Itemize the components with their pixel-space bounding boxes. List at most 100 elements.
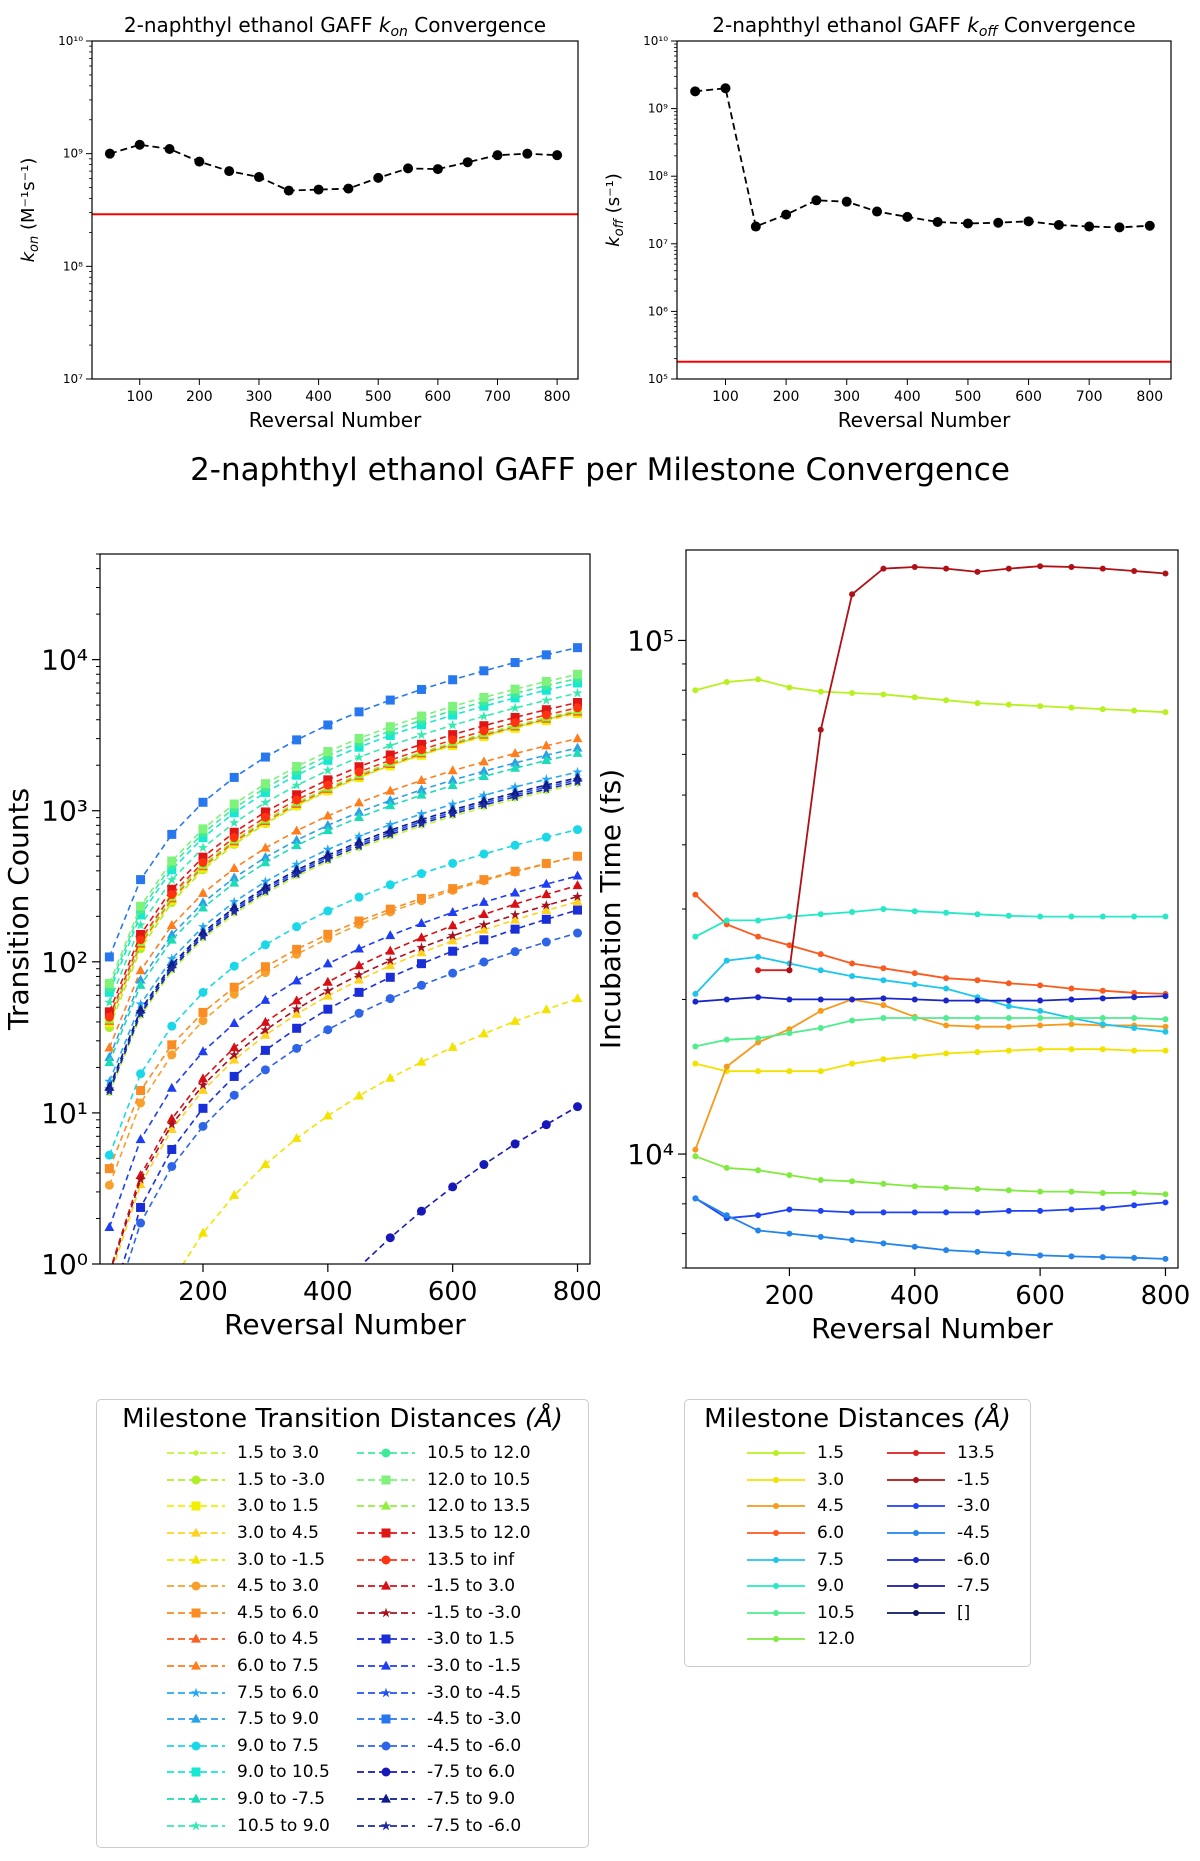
- legend-swatch: [357, 1528, 415, 1538]
- data-point: [522, 148, 533, 159]
- legend-swatch: [357, 1448, 415, 1458]
- count-point: [447, 798, 458, 809]
- legend-swatch: [167, 1501, 225, 1511]
- count-point: [229, 896, 240, 907]
- count-point: [416, 1206, 426, 1216]
- x-tick-label: 800: [553, 1277, 600, 1307]
- incubation-point: [880, 565, 887, 572]
- data-point: [811, 195, 822, 206]
- count-point: [416, 739, 426, 749]
- count-line: [108, 781, 578, 1092]
- legend-item: 6.0 to 7.5: [165, 1653, 355, 1680]
- count-point: [167, 856, 177, 866]
- count-point: [260, 1065, 270, 1075]
- incubation-point: [974, 977, 981, 984]
- incubation-point: [1037, 1015, 1044, 1022]
- x-tick-label: 400: [894, 389, 921, 405]
- count-point: [385, 750, 395, 760]
- count-point: [260, 876, 271, 886]
- count-line: [108, 777, 578, 1088]
- incubation-point: [880, 965, 887, 972]
- incubation-point: [723, 1212, 730, 1219]
- count-point: [291, 859, 302, 869]
- x-tick-label: 100: [126, 389, 153, 405]
- count-point: [292, 761, 302, 771]
- plot-frame: [99, 553, 591, 1265]
- count-line: [108, 677, 578, 989]
- count-point: [292, 770, 302, 780]
- x-tick-label: 700: [1076, 389, 1103, 405]
- legend-item: 3.0: [745, 1467, 885, 1494]
- legend-label: 6.0: [817, 1523, 845, 1544]
- data-point: [164, 144, 175, 155]
- incubation-point: [1068, 1021, 1075, 1028]
- legend-item: 10.5 to 9.0: [165, 1812, 355, 1839]
- count-point: [322, 1110, 333, 1120]
- legend-swatch-marker: [191, 1527, 201, 1537]
- legend-swatch-marker: [913, 1556, 919, 1563]
- legend-swatch-marker: [381, 1555, 391, 1565]
- incubation-point: [1131, 568, 1138, 575]
- count-point: [510, 718, 520, 728]
- legend-swatch: [167, 1741, 225, 1751]
- incubation-point: [880, 1209, 887, 1216]
- data-point: [134, 139, 145, 150]
- legend-item: 13.5: [885, 1440, 1025, 1467]
- incubation-point: [1131, 994, 1138, 1001]
- count-point: [447, 920, 458, 930]
- y-tick-label: 10⁷: [63, 372, 83, 386]
- legend-item: -1.5: [885, 1467, 1025, 1494]
- legend-item: 9.0 to 7.5: [165, 1733, 355, 1760]
- count-point: [260, 852, 271, 862]
- count-point: [354, 812, 364, 822]
- count-point: [479, 701, 489, 711]
- legend-swatch-marker: [773, 1583, 779, 1590]
- count-point: [167, 829, 177, 839]
- x-tick-label: 300: [246, 389, 273, 405]
- count-point: [167, 1040, 177, 1050]
- count-point: [385, 880, 395, 890]
- count-point: [260, 1029, 271, 1039]
- incubation-point: [911, 908, 918, 915]
- count-point: [198, 857, 208, 867]
- incubation-point: [911, 1243, 918, 1250]
- count-point: [260, 787, 270, 797]
- legend-swatch: [747, 1450, 805, 1457]
- y-tick-label: 10⁶: [648, 304, 668, 318]
- count-point: [135, 979, 146, 989]
- data-point: [1053, 219, 1064, 230]
- legend-swatch: [887, 1450, 945, 1457]
- count-point: [510, 702, 521, 713]
- count-line: [113, 900, 578, 1264]
- x-tick-label: 500: [365, 389, 392, 405]
- legend-item: -1.5 to -3.0: [355, 1600, 545, 1627]
- legend-label: 10.5 to 9.0: [237, 1815, 330, 1836]
- incubation-point: [692, 687, 699, 694]
- count-line: [108, 875, 578, 1228]
- count-point: [510, 712, 520, 722]
- count-point: [416, 932, 427, 942]
- legend-label: 3.0 to -1.5: [237, 1549, 326, 1570]
- legend-column: 1.5 3.0 4.5 6.0 7.5 9.0 10.5 12.0: [745, 1440, 885, 1653]
- count-point: [416, 1056, 427, 1066]
- data-point: [194, 156, 205, 167]
- legend-item: -7.5 to -6.0: [355, 1812, 545, 1839]
- legend-item: 4.5: [745, 1493, 885, 1520]
- legend-swatch-marker: [381, 1767, 391, 1777]
- count-point: [541, 878, 552, 888]
- incubation-point: [1037, 563, 1044, 570]
- count-point: [416, 947, 427, 957]
- legend-item: 13.5 to inf: [355, 1546, 545, 1573]
- count-point: [322, 825, 333, 835]
- incubation-line: [694, 1197, 1166, 1220]
- count-point: [572, 742, 583, 752]
- legend-swatch: [747, 1636, 805, 1643]
- legend-swatch-marker: [913, 1476, 919, 1483]
- count-point: [136, 1086, 146, 1096]
- incubation-point: [1005, 701, 1012, 708]
- incubation-point: [817, 1207, 824, 1214]
- count-point: [322, 765, 333, 775]
- incubation-point: [974, 1185, 981, 1192]
- incubation-point: [1099, 565, 1106, 572]
- legend-label: -4.5 to -3.0: [427, 1709, 522, 1730]
